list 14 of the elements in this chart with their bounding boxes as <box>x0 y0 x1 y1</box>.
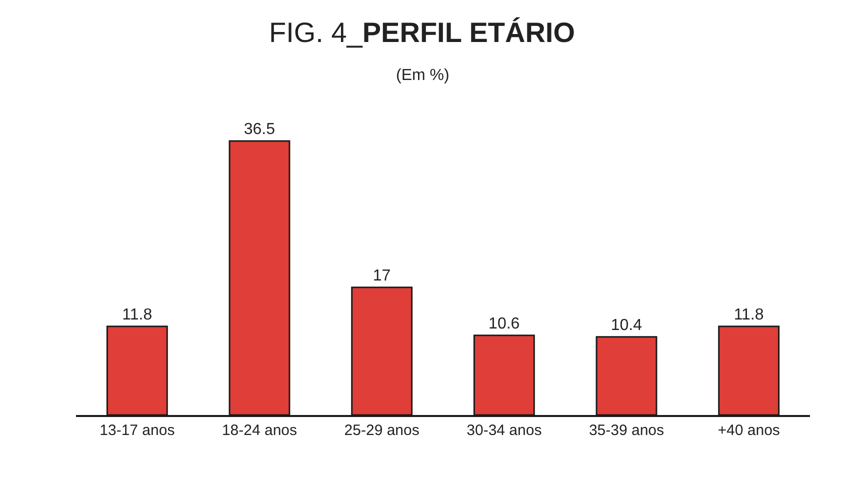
data-label: 11.8 <box>122 306 152 324</box>
data-label: 10.4 <box>610 316 642 334</box>
x-tick-label: 35-39 anos <box>588 422 664 439</box>
x-tick-label: 30-34 anos <box>466 422 542 439</box>
data-label: 36.5 <box>244 120 276 138</box>
x-tick-label: 18-24 anos <box>222 422 298 439</box>
data-label: 10.6 <box>488 315 520 332</box>
data-label: 11.8 <box>734 306 764 324</box>
chart-subtitle: (Em %) <box>396 67 450 84</box>
chart-title: FIG. 4_PERFIL ETÁRIO <box>269 16 575 48</box>
x-tick-label: +40 anos <box>718 422 780 439</box>
x-tick-label: 13-17 anos <box>100 422 175 439</box>
x-tick-label: 25-29 anos <box>344 422 420 439</box>
data-label: 17 <box>372 267 391 284</box>
